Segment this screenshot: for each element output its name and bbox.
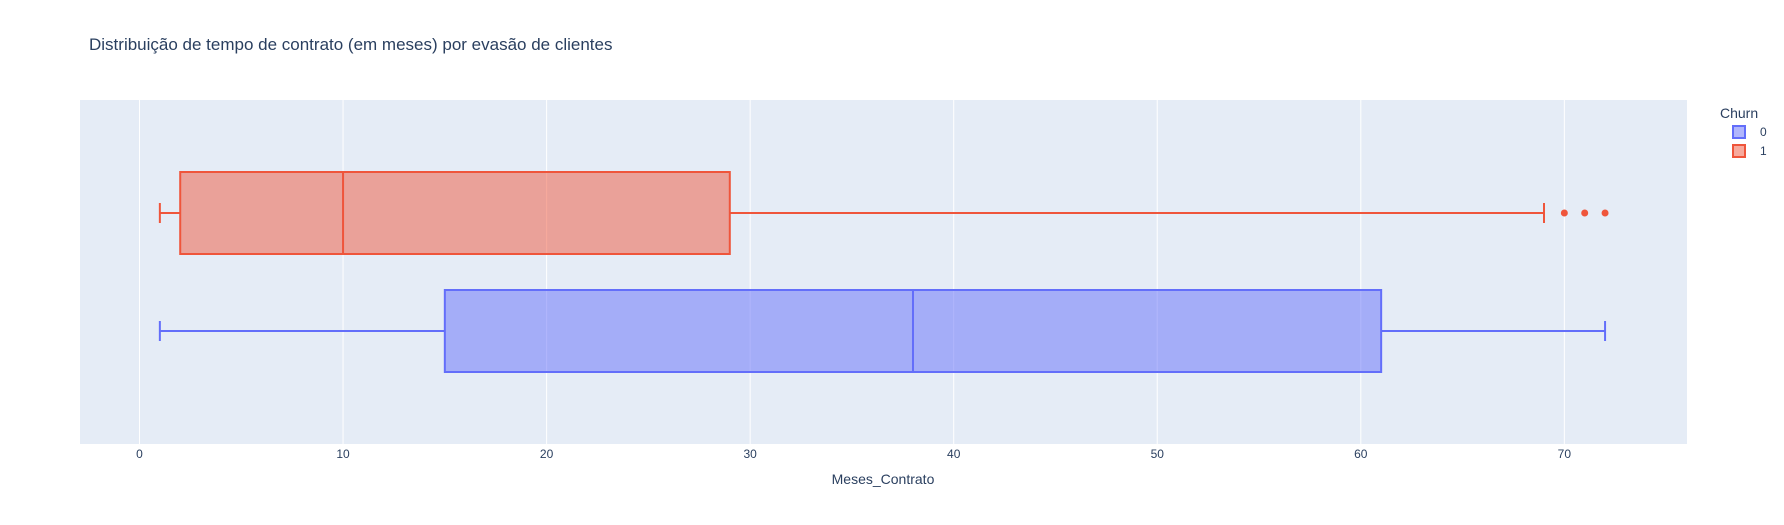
- x-axis-title: Meses_Contrato: [832, 471, 935, 487]
- legend-title: Churn: [1720, 105, 1758, 121]
- box-trace-churn-0: [158, 289, 1607, 373]
- legend-item-churn-0[interactable]: 0: [1732, 125, 1767, 139]
- outlier-point-1: [1581, 209, 1589, 217]
- x-tick-label-50: 50: [1151, 447, 1165, 461]
- legend[interactable]: Churn 0 1: [1720, 105, 1767, 158]
- x-tick-label-20: 20: [540, 447, 554, 461]
- legend-swatch: [1732, 125, 1746, 139]
- legend-swatch: [1732, 144, 1746, 158]
- legend-item-churn-1[interactable]: 1: [1732, 144, 1767, 158]
- x-axis-ticks: 0 10 20 30 40 50 60 70: [136, 447, 1571, 461]
- x-tick-label-30: 30: [743, 447, 757, 461]
- x-tick-label-0: 0: [136, 447, 143, 461]
- outlier-point-0: [1560, 209, 1568, 217]
- legend-label: 0: [1760, 125, 1767, 139]
- x-tick-label-70: 70: [1558, 447, 1572, 461]
- legend-label: 1: [1760, 144, 1767, 158]
- box-trace-churn-1: [158, 171, 1609, 255]
- plot-area: [80, 100, 1687, 444]
- chart-title: Distribuição de tempo de contrato (em me…: [89, 35, 612, 54]
- x-tick-label-40: 40: [947, 447, 961, 461]
- outlier-point-2: [1601, 209, 1609, 217]
- box-iqr: [179, 171, 731, 255]
- x-tick-label-10: 10: [336, 447, 350, 461]
- x-tick-label-60: 60: [1354, 447, 1368, 461]
- grid-lines: [139, 100, 1565, 444]
- box-traces: [158, 171, 1609, 373]
